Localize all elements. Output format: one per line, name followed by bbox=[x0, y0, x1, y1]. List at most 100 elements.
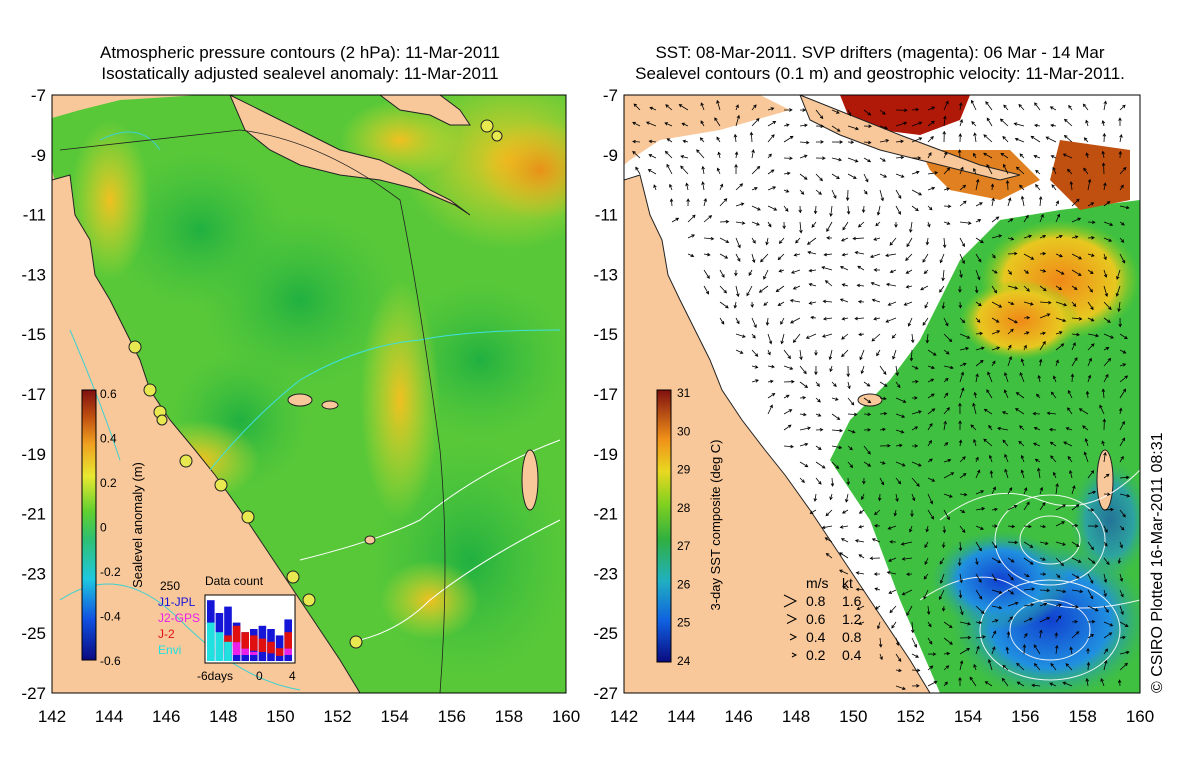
velocity-arrow bbox=[939, 557, 945, 565]
velocity-arrow bbox=[895, 365, 899, 377]
velocity-arrow bbox=[783, 409, 793, 415]
velocity-arrow bbox=[942, 130, 946, 143]
velocity-arrow bbox=[1119, 493, 1131, 498]
velocity-arrow bbox=[895, 155, 905, 160]
velocity-arrow bbox=[1023, 524, 1032, 529]
velocity-arrow bbox=[924, 301, 929, 309]
velocity-arrow bbox=[1083, 451, 1089, 463]
velocity-arrow bbox=[926, 605, 931, 615]
velocity-arrow bbox=[943, 420, 947, 431]
velocity-arrow bbox=[959, 387, 965, 399]
velocity-arrow bbox=[871, 298, 881, 303]
velocity-arrow bbox=[1103, 492, 1111, 497]
velocity-arrow bbox=[847, 157, 859, 163]
velocity-arrow bbox=[845, 189, 850, 202]
velocity-arrow bbox=[1023, 557, 1034, 565]
lat-tick-label: -17 bbox=[21, 385, 46, 404]
velocity-arrow bbox=[1055, 253, 1063, 258]
colorbar-tick-label: 25 bbox=[677, 616, 691, 630]
velocity-arrow bbox=[1055, 213, 1061, 223]
velocity-arrow bbox=[1007, 317, 1018, 324]
velocity-arrow bbox=[1103, 237, 1113, 242]
velocity-arrow bbox=[876, 205, 881, 216]
right-latitude-labels: -7 -9 -11 -13 -15 -17 -19 -21 -23 -25 -27 bbox=[593, 86, 618, 703]
velocity-arrow bbox=[1002, 439, 1009, 447]
velocity-arrow bbox=[700, 120, 705, 127]
velocity-arrow bbox=[927, 106, 936, 111]
velocity-arrow bbox=[895, 477, 902, 485]
velocity-arrow bbox=[983, 134, 993, 143]
velocity-arrow bbox=[1119, 589, 1124, 598]
velocity-arrow bbox=[1103, 347, 1110, 351]
velocity-arrow bbox=[846, 365, 850, 378]
velocity-arrow bbox=[1087, 202, 1095, 207]
velocity-arrow bbox=[970, 99, 977, 111]
velocity-arrow bbox=[842, 221, 849, 231]
lon-tick-label: 150 bbox=[266, 707, 294, 726]
velocity-arrow bbox=[1036, 393, 1041, 399]
velocity-arrow bbox=[733, 133, 738, 143]
count-bar-j2 bbox=[241, 632, 249, 650]
velocity-arrow bbox=[991, 301, 1003, 308]
velocity-arrow bbox=[975, 202, 983, 207]
count-bar-j2 bbox=[250, 635, 258, 651]
velocity-arrow bbox=[959, 200, 967, 207]
velocity-arrow bbox=[751, 365, 759, 369]
velocity-arrow bbox=[1035, 169, 1041, 175]
velocity-arrow bbox=[1055, 200, 1059, 207]
velocity-arrow bbox=[943, 365, 954, 370]
velocity-arrow bbox=[687, 234, 696, 239]
velocity-arrow bbox=[1055, 541, 1066, 546]
lon-tick-label: 150 bbox=[839, 707, 867, 726]
lat-tick-label: -15 bbox=[21, 325, 46, 344]
velocity-arrow bbox=[1063, 441, 1073, 447]
velocity-arrow bbox=[906, 572, 913, 576]
velocity-legend: m/s kt 0.8 1.6 0.6 1.2 0.4 0.8 0.2 0.4 bbox=[783, 575, 862, 663]
velocity-arrow bbox=[859, 349, 865, 361]
velocity-arrow bbox=[974, 285, 979, 294]
velocity-arrow bbox=[895, 189, 902, 199]
velocity-arrow bbox=[927, 493, 933, 505]
velocity-arrow bbox=[1050, 155, 1057, 159]
velocity-arrow bbox=[959, 118, 964, 127]
velocity-arrow bbox=[814, 349, 818, 356]
velocity-arrow bbox=[1055, 285, 1063, 291]
velocity-arrow bbox=[922, 317, 929, 326]
velocity-arrow bbox=[1102, 132, 1107, 143]
velocity-arrow bbox=[1119, 221, 1125, 226]
sla-colorbar-ticks: 0.6 0.4 0.2 0 -0.2 -0.4 -0.6 bbox=[100, 387, 121, 668]
velocity-arrow bbox=[874, 509, 881, 516]
velocity-arrow bbox=[735, 202, 745, 207]
velocity-arrow bbox=[958, 102, 963, 111]
velocity-arrow bbox=[1023, 541, 1034, 548]
velocity-arrow bbox=[767, 333, 773, 345]
velocity-arrow bbox=[858, 524, 865, 529]
new-guinea-land bbox=[229, 95, 471, 216]
velocity-arrow bbox=[1103, 473, 1110, 479]
velocity-arrow bbox=[1007, 601, 1019, 607]
velocity-arrow bbox=[671, 217, 680, 223]
velocity-arrow bbox=[927, 205, 933, 211]
velocity-arrow bbox=[885, 317, 897, 323]
velocity-arrow bbox=[1007, 524, 1016, 529]
velocity-arrow bbox=[925, 237, 930, 246]
velocity-arrow bbox=[847, 397, 855, 406]
velocity-arrow bbox=[1018, 103, 1025, 111]
velocity-arrow bbox=[783, 424, 792, 431]
velocity-arrow bbox=[790, 317, 801, 324]
velocity-arrow bbox=[991, 234, 1003, 239]
velocity-arrow bbox=[879, 173, 888, 178]
velocity-arrow bbox=[991, 605, 1003, 610]
velocity-arrow bbox=[719, 198, 728, 207]
velocity-arrow bbox=[1007, 573, 1014, 581]
velocity-arrow bbox=[927, 621, 932, 628]
velocity-arrow bbox=[959, 509, 966, 513]
velocity-arrow bbox=[799, 412, 807, 417]
velocity-arrow bbox=[1039, 524, 1047, 529]
count-bar-j2b bbox=[284, 648, 292, 655]
velocity-arrow bbox=[1067, 389, 1073, 399]
velocity-arrow bbox=[815, 156, 826, 160]
velocity-arrow bbox=[840, 237, 849, 242]
velocity-arrow bbox=[1071, 269, 1082, 276]
velocity-arrow bbox=[991, 253, 996, 259]
